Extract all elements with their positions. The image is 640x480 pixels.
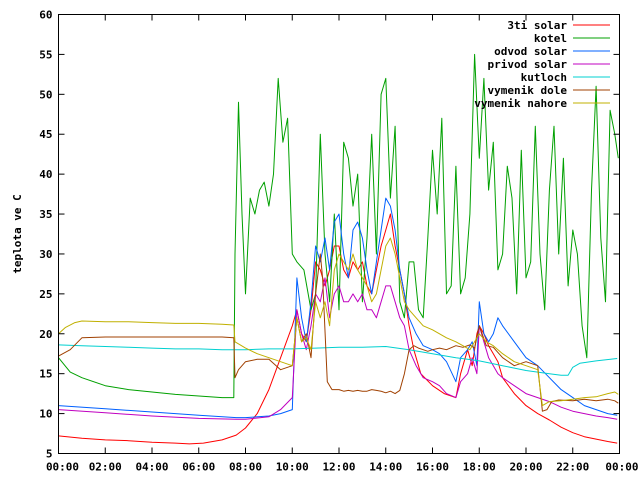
legend-label-3ti-solar: 3ti solar [507,19,567,32]
y-tick-label: 25 [39,288,52,301]
x-tick-label: 12:00 [322,461,355,474]
y-tick-label: 30 [39,248,52,261]
y-tick-label: 10 [39,408,52,421]
legend-label-kutloch: kutloch [521,71,567,84]
series-line-kotel [58,53,619,399]
series-line-vymenik-nahore [58,237,619,407]
x-tick-label: 00:00 [605,461,638,474]
series-line-kutloch [58,344,618,376]
y-tick-label: 5 [46,448,53,461]
y-tick-label: 50 [39,88,52,101]
x-tick-label: 08:00 [229,461,262,474]
legend-label-vymenik-dole: vymenik dole [488,84,568,97]
legend-label-vymenik-nahore: vymenik nahore [474,97,567,110]
series-line-odvod-solar [58,197,618,419]
legend-label-kotel: kotel [534,32,567,45]
series-line-3ti-solar [58,213,618,445]
series-layer [58,53,619,445]
x-tick-label: 18:00 [463,461,496,474]
series-line-vymenik-dole [58,253,619,412]
legend-label-odvod-solar: odvod solar [494,45,567,58]
x-tick-label: 04:00 [135,461,168,474]
x-tick-label: 20:00 [509,461,542,474]
x-tick-label: 02:00 [89,461,122,474]
y-tick-label: 60 [39,9,52,22]
x-tick-label: 14:00 [369,461,402,474]
y-tick-label: 20 [39,328,52,341]
x-tick-label: 22:00 [556,461,589,474]
y-tick-label: 55 [39,48,52,61]
y-axis-title: teplota ve C [11,194,24,273]
y-tick-label: 35 [39,208,52,221]
y-tick-label: 45 [39,128,52,141]
legend-label-privod-solar: privod solar [488,58,568,71]
y-tick-label: 15 [39,368,52,381]
series-line-privod-solar [58,277,618,420]
x-tick-label: 16:00 [416,461,449,474]
y-tick-label: 40 [39,168,52,181]
ticks-layer: 5 10 15 20 25 30 35 40 45 50 55 60 00:00 02:00 04:00 06… [39,9,638,474]
x-tick-label: 00:00 [46,461,79,474]
x-tick-label: 10:00 [276,461,309,474]
x-tick-label: 06:00 [182,461,215,474]
